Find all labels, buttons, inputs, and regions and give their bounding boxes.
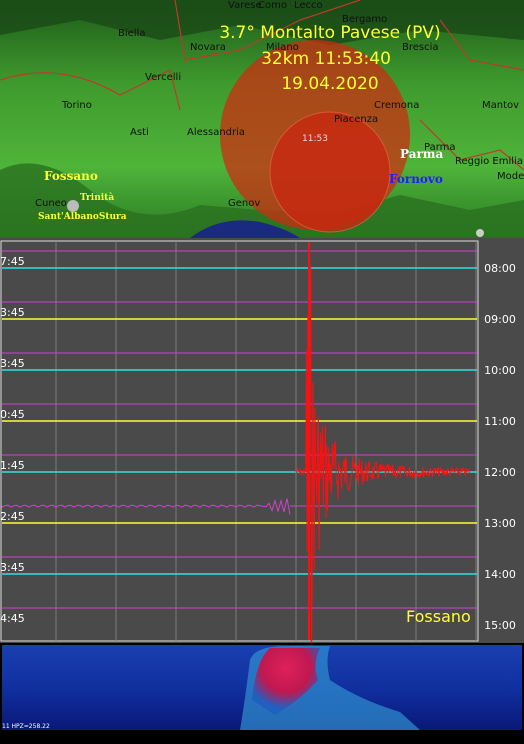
city: Torino <box>61 100 92 111</box>
town-label: Fornovo <box>389 172 443 186</box>
helicorder: 08:00 09:00 10:00 11:00 12:00 13:00 14:00 15:00… <box>0 238 524 675</box>
city: Reggio Emilia <box>455 156 523 167</box>
spec-info: 11 HPZ=258.22 <box>2 723 50 730</box>
heli-bg <box>0 238 524 643</box>
time-label-left: 4:45 <box>0 612 25 625</box>
event-date: 19.04.2020 <box>281 74 378 94</box>
time-label-left: 3:45 <box>0 561 25 574</box>
time-label-right: 10:00 <box>484 364 516 377</box>
city: Alessandria <box>187 127 245 138</box>
borders <box>0 0 524 171</box>
quake-trace <box>295 264 471 675</box>
city: Mantov <box>482 100 519 111</box>
spectrogram: 11 HPZ=258.22 <box>0 643 524 744</box>
city: Parma <box>424 142 456 153</box>
city: Bergamo <box>342 14 387 25</box>
time-label-right: 08:00 <box>484 262 516 275</box>
city: Brescia <box>402 42 439 53</box>
station-label: Fossano <box>44 169 98 183</box>
city: Asti <box>130 127 149 138</box>
city: Biella <box>118 28 145 39</box>
time-label-left: 2:45 <box>0 510 25 523</box>
event-title: 3.7° Montalto Pavese (PV) <box>219 23 440 43</box>
trace <box>1 498 291 515</box>
event-distance: 32km 11:53:40 <box>261 49 391 69</box>
sea <box>190 220 300 238</box>
spec-peak <box>252 648 320 715</box>
time-label-right: 13:00 <box>484 517 516 530</box>
city: Novara <box>190 42 226 53</box>
city: Cremona <box>374 100 419 111</box>
time-label-right: 12:00 <box>484 466 516 479</box>
time-label-left: 3:45 <box>0 357 25 370</box>
time-label-right: 11:00 <box>484 415 516 428</box>
city: Como <box>258 0 287 11</box>
city: Piacenza <box>334 114 378 125</box>
heli-frame <box>0 240 479 642</box>
city: Genov <box>228 198 260 209</box>
town-label: Sant'AlbanoStura <box>38 212 127 222</box>
dot <box>476 229 484 237</box>
station-name: Fossano <box>406 607 471 626</box>
time-label-right: 09:00 <box>484 313 516 326</box>
city: Milano <box>266 42 299 53</box>
time-label-left: 7:45 <box>0 255 25 268</box>
city: Lecco <box>294 0 323 11</box>
time-label-right: 15:00 <box>484 619 516 632</box>
city: Mode <box>497 171 524 182</box>
city: Vercelli <box>145 72 181 83</box>
time-label-left: 0:45 <box>0 408 25 421</box>
apennines <box>0 163 524 238</box>
town-label: Trinità <box>80 192 114 203</box>
map: Varese Como Lecco Bergamo Biella Novara … <box>0 0 524 238</box>
town-label: Parma <box>400 147 443 161</box>
time-label-right: 14:00 <box>484 568 516 581</box>
mountains <box>0 0 524 45</box>
time-label-left: 3:45 <box>0 306 25 319</box>
circle-time: 11:53 <box>302 134 328 144</box>
city: Cuneo <box>35 198 67 209</box>
time-label-left: 1:45 <box>0 459 25 472</box>
inner-circle <box>269 111 391 233</box>
city: Varese <box>228 0 262 11</box>
station-dot <box>67 200 79 212</box>
